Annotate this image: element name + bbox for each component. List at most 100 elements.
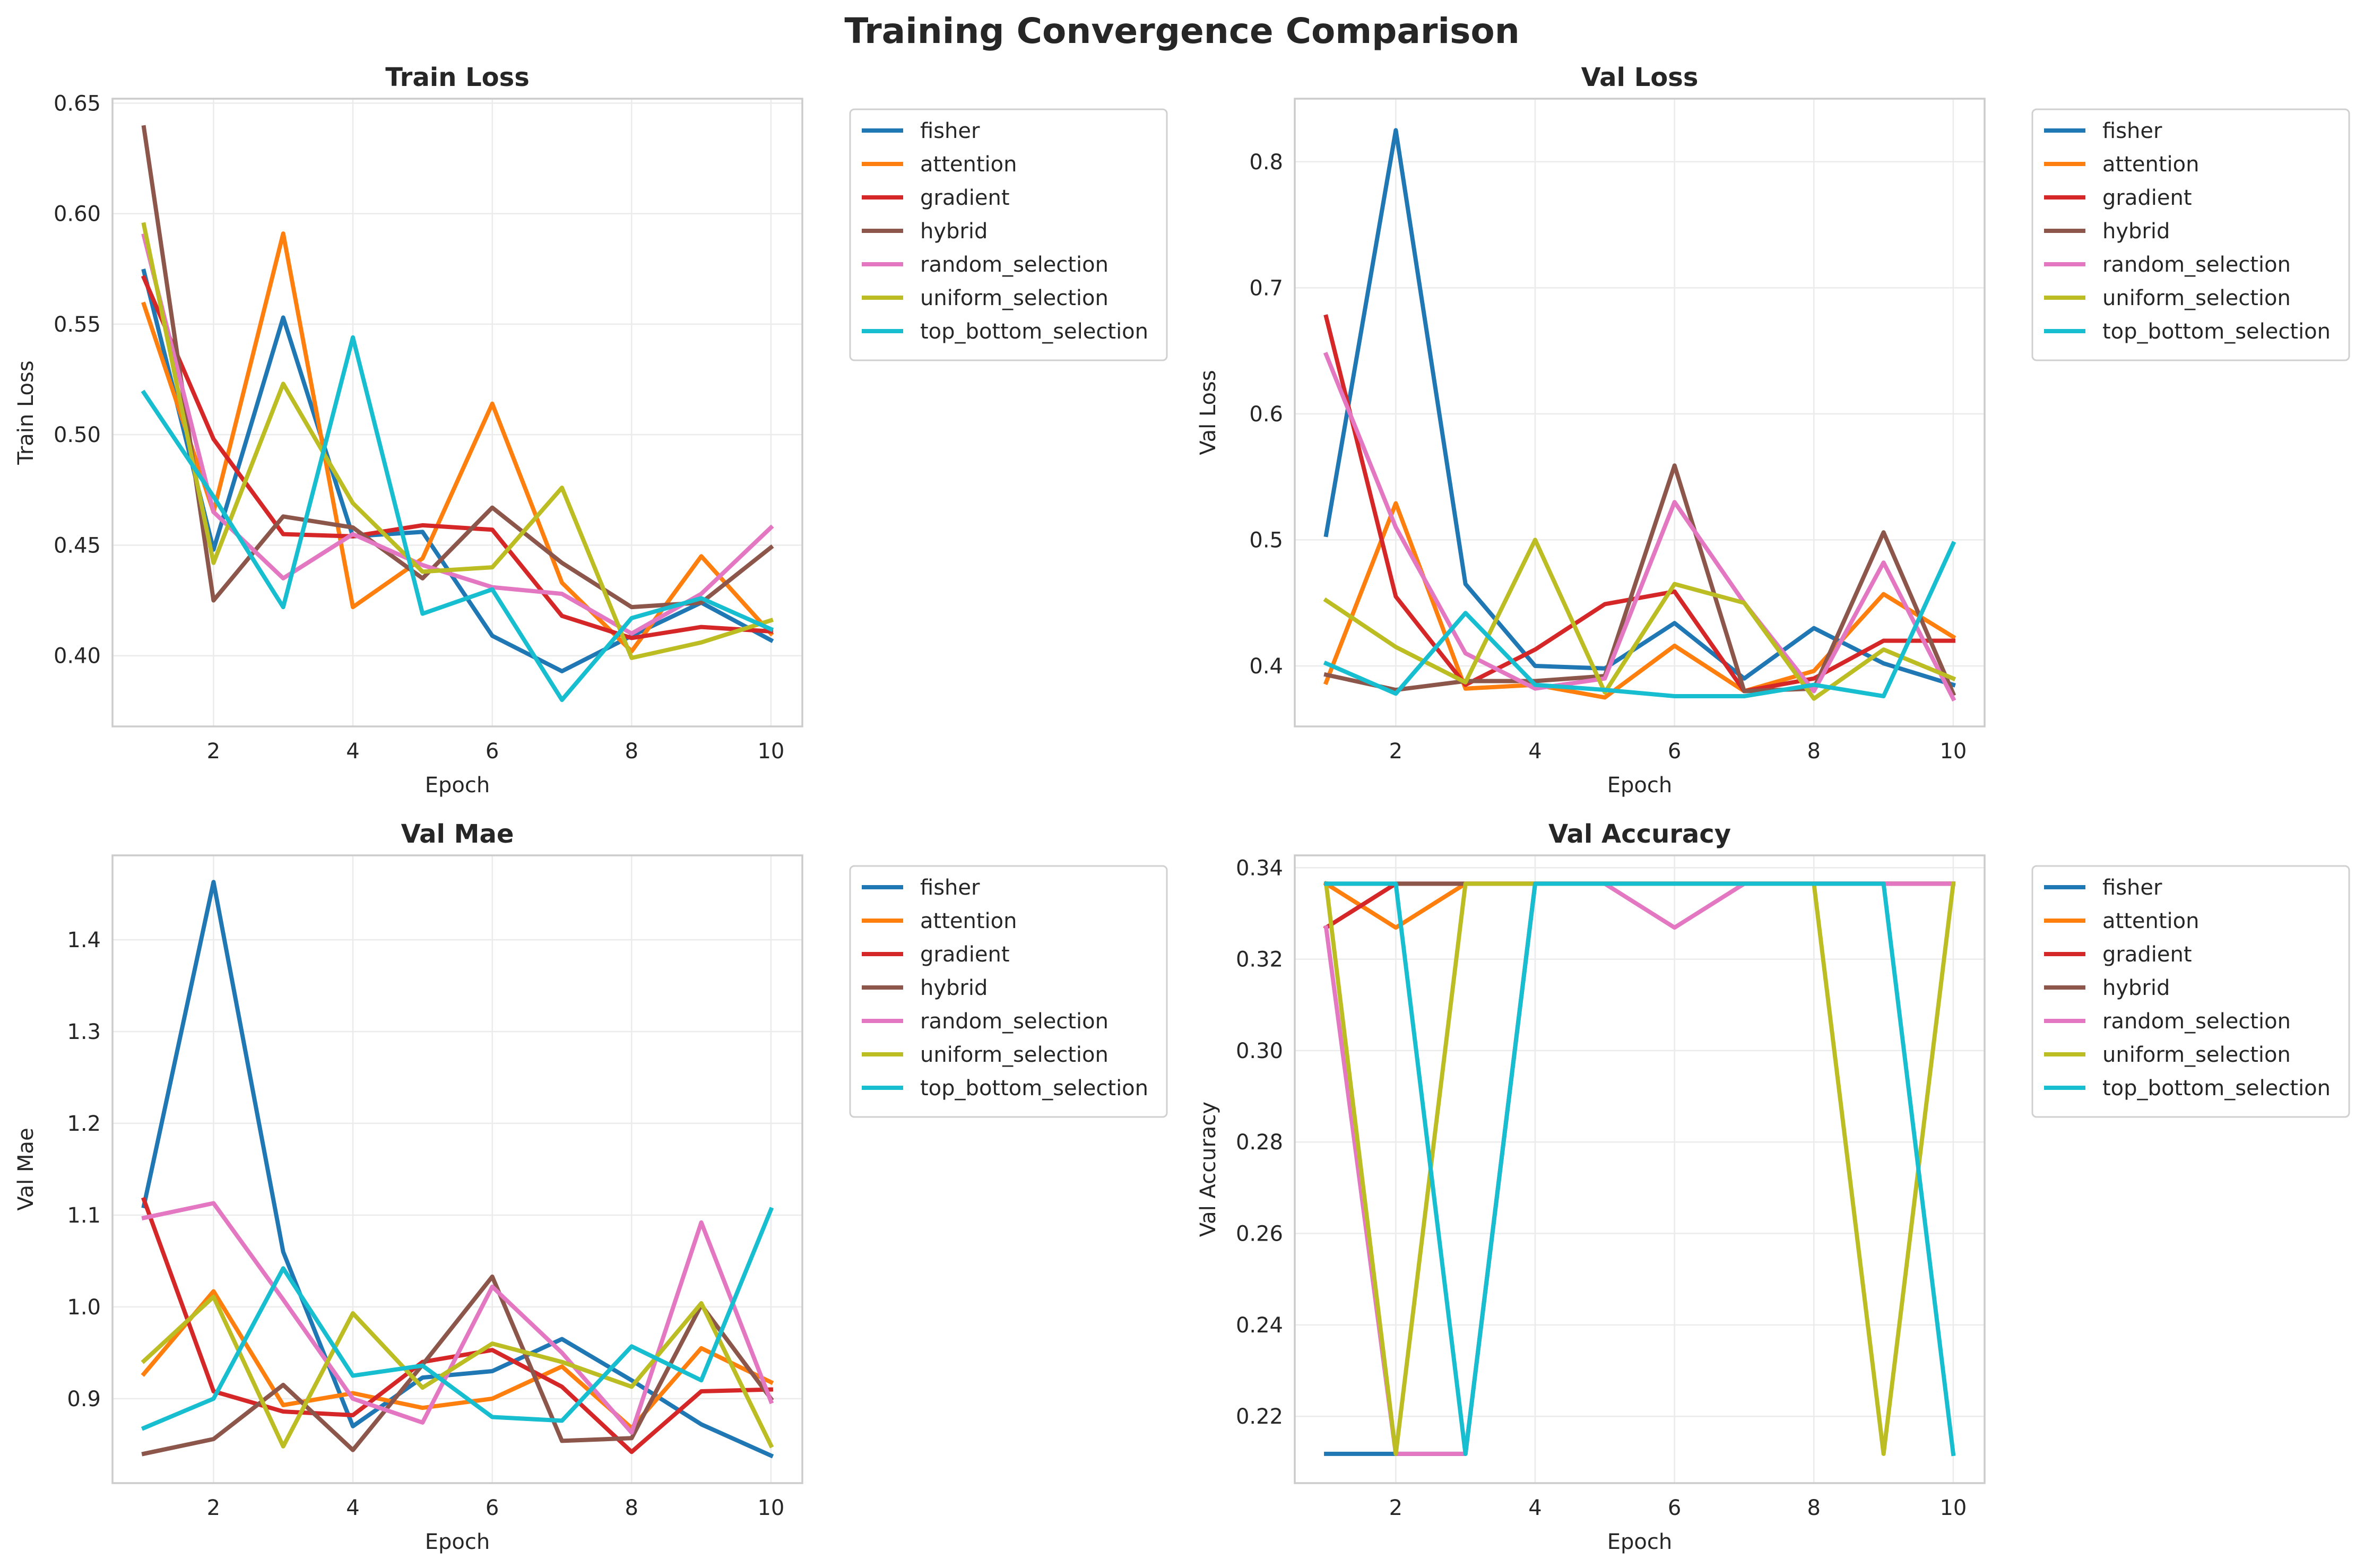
x-tick-label: 2 — [207, 1496, 220, 1520]
legend-label-top-bottom-selection: top_bottom_selection — [920, 319, 1148, 344]
x-tick-label: 4 — [1528, 739, 1542, 764]
subplot-3: 2 4 6 8 10 0.9 1.0 1.1 1.2 1.3 1.4 Val Mae Epoch Val … — [14, 819, 1168, 1554]
series-line-top-bottom-selection — [1324, 881, 1956, 1457]
series-line-uniform-selection — [141, 222, 774, 660]
y-tick-label: 0.4 — [1249, 654, 1283, 679]
y-tick-label: 0.8 — [1249, 150, 1283, 175]
y-tick-label: 0.50 — [54, 423, 101, 447]
subplot-title: Val Loss — [1581, 63, 1699, 92]
series-line-attention — [141, 231, 774, 654]
subplot-title: Train Loss — [385, 63, 530, 92]
series-line-gradient — [141, 275, 774, 640]
series-line-uniform-selection — [141, 1294, 774, 1449]
series-line-top-bottom-selection — [141, 335, 774, 702]
x-axis-label: Epoch — [425, 1530, 490, 1554]
legend-label-gradient: gradient — [2102, 186, 2192, 210]
legend-label-random-selection: random_selection — [2102, 1009, 2291, 1034]
x-tick-label: 4 — [346, 1496, 359, 1520]
series-line-hybrid — [141, 125, 774, 610]
legend-label-uniform-selection: uniform_selection — [920, 1043, 1109, 1067]
legend-label-hybrid: hybrid — [2102, 976, 2170, 1000]
legend-label-top-bottom-selection: top_bottom_selection — [920, 1076, 1148, 1101]
x-tick-label: 6 — [486, 1496, 499, 1520]
subplot-title: Val Accuracy — [1548, 819, 1731, 849]
subplot-4: 2 4 6 8 10 0.22 0.24 0.26 0.28 0.30 0.32 0.34 Val Ac… — [1196, 819, 2350, 1554]
y-tick-label: 0.34 — [1236, 856, 1283, 880]
legend: fisher attention gradient hybrid random_sele… — [849, 108, 1168, 361]
y-tick-label: 0.45 — [54, 533, 101, 558]
legend-label-fisher: fisher — [920, 119, 980, 143]
legend-box — [2031, 865, 2350, 1118]
x-tick-label: 2 — [207, 739, 220, 764]
y-tick-label: 0.30 — [1236, 1039, 1283, 1063]
figure-title: Training Convergence Comparison — [844, 11, 1520, 51]
x-tick-label: 6 — [1668, 739, 1681, 764]
legend-label-attention: attention — [2102, 152, 2199, 177]
series-line-fisher — [141, 268, 774, 673]
y-tick-label: 0.6 — [1249, 402, 1283, 427]
legend-label-random-selection: random_selection — [920, 1009, 1109, 1034]
y-axis-label: Train Loss — [14, 360, 38, 465]
legend-box — [2031, 108, 2350, 361]
x-tick-label: 8 — [625, 739, 638, 764]
y-tick-label: 0.9 — [67, 1387, 101, 1411]
series-line-random-selection — [1323, 881, 1955, 1456]
legend-label-uniform-selection: uniform_selection — [2102, 286, 2291, 310]
legend-label-gradient: gradient — [2102, 942, 2192, 967]
legend-label-attention: attention — [2102, 909, 2199, 933]
legend-label-top-bottom-selection: top_bottom_selection — [2102, 319, 2331, 344]
y-tick-label: 1.1 — [67, 1203, 101, 1228]
x-tick-label: 8 — [1807, 739, 1821, 764]
series-line-gradient — [1323, 314, 1955, 694]
legend-label-uniform-selection: uniform_selection — [2102, 1043, 2291, 1067]
series-line-hybrid — [141, 1274, 774, 1457]
series-line-uniform-selection — [1323, 538, 1956, 701]
x-axis-label: Epoch — [1607, 1530, 1672, 1554]
series-line-uniform-selection — [1323, 881, 1956, 1456]
subplot-title: Val Mae — [401, 819, 514, 849]
legend-label-hybrid: hybrid — [920, 976, 988, 1000]
x-tick-label: 10 — [1939, 1496, 1967, 1520]
x-tick-label: 4 — [346, 739, 359, 764]
series-line-hybrid — [1323, 463, 1956, 697]
legend-box — [849, 865, 1168, 1118]
series-line-random-selection — [1323, 351, 1956, 702]
legend-label-gradient: gradient — [920, 942, 1010, 967]
series-line-fisher — [1323, 128, 1956, 688]
axes-frame — [1294, 98, 1986, 727]
x-tick-label: 8 — [625, 1496, 638, 1520]
x-tick-label: 6 — [486, 739, 499, 764]
y-tick-label: 0.65 — [54, 91, 101, 116]
y-tick-label: 0.26 — [1236, 1222, 1283, 1246]
axes-frame — [1294, 854, 1986, 1484]
subplot-2: 2 4 6 8 10 0.4 0.5 0.6 0.7 0.8 Val Loss Epoch Val Lo… — [1196, 63, 2350, 798]
y-axis-label: Val Mae — [14, 1128, 38, 1210]
y-tick-label: 0.7 — [1249, 276, 1283, 300]
series-line-top-bottom-selection — [141, 1207, 774, 1431]
x-tick-label: 2 — [1389, 1496, 1402, 1520]
axes-frame — [111, 854, 803, 1484]
legend-label-hybrid: hybrid — [2102, 219, 2170, 244]
legend-label-random-selection: random_selection — [2102, 253, 2291, 277]
series-line-random-selection — [141, 1201, 774, 1435]
x-tick-label: 4 — [1528, 1496, 1542, 1520]
legend-label-uniform-selection: uniform_selection — [920, 286, 1109, 310]
legend-label-attention: attention — [920, 909, 1017, 933]
x-tick-label: 10 — [1939, 739, 1967, 764]
y-tick-label: 0.32 — [1236, 948, 1283, 972]
y-tick-label: 0.24 — [1236, 1313, 1283, 1338]
series-line-random-selection — [141, 233, 774, 636]
legend-label-fisher: fisher — [2102, 119, 2162, 143]
series-line-fisher — [141, 880, 774, 1459]
y-tick-label: 0.55 — [54, 313, 101, 337]
subplot-1: 2 4 6 8 10 0.40 0.45 0.50 0.55 0.60 0.65 Train Loss… — [14, 63, 1168, 798]
axes-frame — [111, 98, 803, 727]
series-line-attention — [141, 1289, 774, 1431]
x-tick-label: 2 — [1389, 739, 1402, 764]
x-tick-label: 6 — [1668, 1496, 1681, 1520]
y-tick-label: 0.60 — [54, 202, 101, 227]
legend: fisher attention gradient hybrid random_sele… — [2031, 108, 2350, 361]
y-tick-label: 0.22 — [1236, 1405, 1283, 1429]
legend-label-fisher: fisher — [2102, 876, 2162, 900]
series-line-attention — [1323, 501, 1956, 700]
